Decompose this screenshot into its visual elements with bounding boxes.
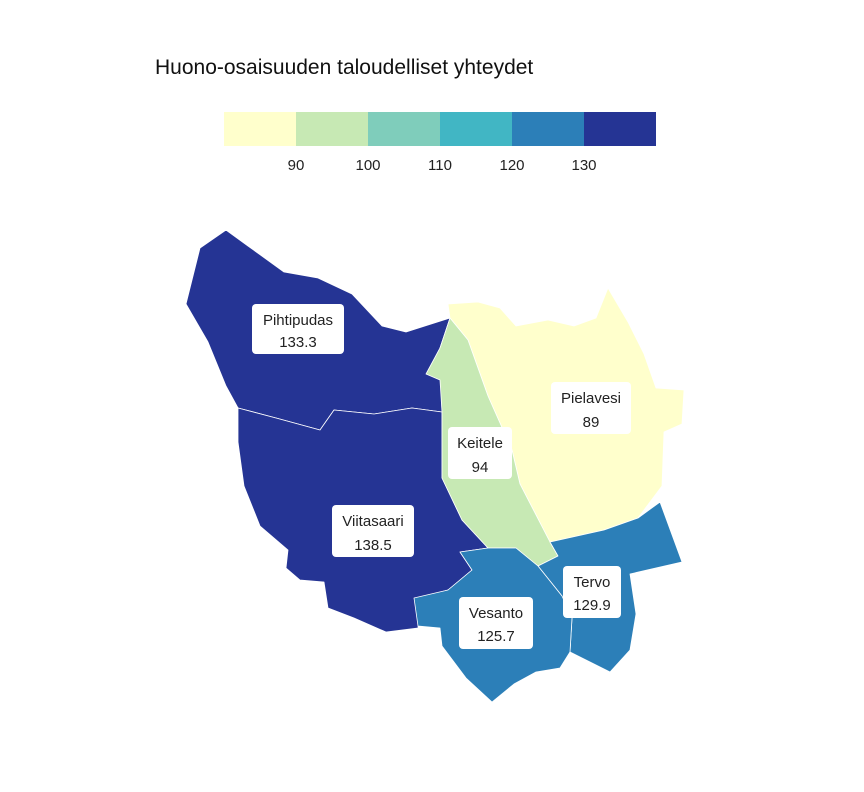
region-name: Pielavesi [561,390,621,407]
region-value: 129.9 [573,597,611,614]
regions [185,229,685,703]
legend-tick: 130 [571,157,596,174]
legend-swatch [584,112,656,146]
region-value: 89 [583,414,600,431]
label-keitele: Keitele 94 [448,427,512,479]
region-name: Vesanto [469,605,523,622]
legend-tick: 120 [499,157,524,174]
region-value: 94 [472,459,489,476]
legend-swatch [440,112,512,146]
label-viitasaari: Viitasaari 138.5 [332,505,414,557]
label-box [563,566,621,618]
region-name: Viitasaari [342,513,403,530]
label-box [252,304,344,354]
region-value: 133.3 [279,334,317,351]
region-value: 125.7 [477,628,515,645]
label-vesanto: Vesanto 125.7 [459,597,533,649]
region-name: Keitele [457,435,503,452]
legend-swatch [368,112,440,146]
label-pielavesi: Pielavesi 89 [551,382,631,434]
label-box [551,382,631,434]
label-box [448,427,512,479]
legend-swatch [224,112,296,146]
legend-swatch [296,112,368,146]
label-pihtipudas: Pihtipudas 133.3 [252,304,344,354]
legend-swatch [512,112,584,146]
label-box [459,597,533,649]
region-name: Tervo [574,574,611,591]
map-title: Huono-osaisuuden taloudelliset yhteydet [155,56,534,79]
region-value: 138.5 [354,537,392,554]
legend-tick: 100 [355,157,380,174]
region-name: Pihtipudas [263,312,333,329]
legend-tick: 90 [288,157,305,174]
color-legend: 90 100 110 120 130 [224,112,656,174]
label-tervo: Tervo 129.9 [563,566,621,618]
region-labels: Pihtipudas 133.3 Viitasaari 138.5 Pielav… [252,304,631,649]
legend-tick: 110 [428,157,452,174]
label-box [332,505,414,557]
